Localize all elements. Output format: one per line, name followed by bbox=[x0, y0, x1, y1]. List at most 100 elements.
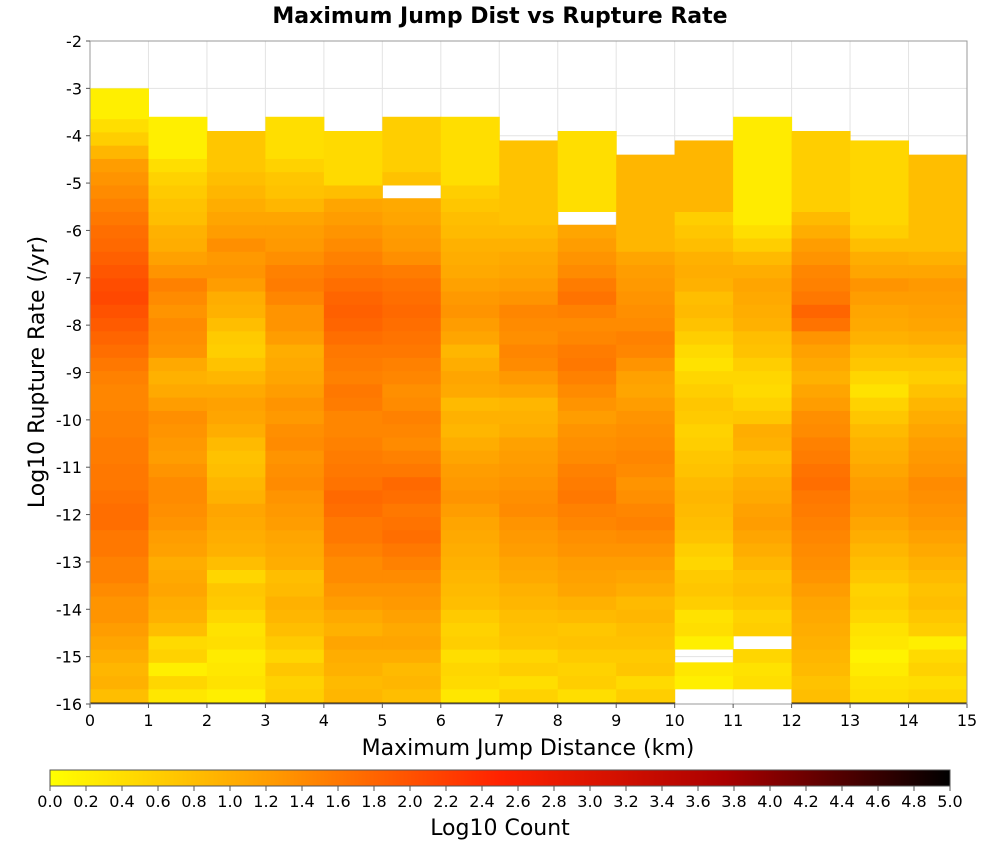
heatmap-cell bbox=[850, 542, 910, 557]
heatmap-cell bbox=[850, 330, 910, 345]
heatmap-cell bbox=[908, 662, 968, 677]
heatmap-cell bbox=[323, 211, 383, 226]
heatmap-cell bbox=[90, 131, 149, 146]
heatmap-cell bbox=[908, 251, 968, 266]
heatmap-cell bbox=[90, 158, 149, 173]
heatmap-cell bbox=[265, 264, 325, 279]
heatmap-cell bbox=[90, 370, 149, 385]
heatmap-cell bbox=[499, 463, 559, 478]
heatmap-cell bbox=[440, 304, 500, 319]
heatmap-cell bbox=[206, 582, 266, 597]
colorbar-tick-label: 3.6 bbox=[685, 792, 710, 811]
heatmap-cell bbox=[557, 277, 617, 292]
heatmap-cell bbox=[557, 317, 617, 332]
heatmap-cell bbox=[499, 622, 559, 637]
heatmap-cell bbox=[850, 635, 910, 650]
heatmap-cell bbox=[499, 582, 559, 597]
heatmap-cell bbox=[90, 423, 149, 438]
colorbar-tick-label: 1.2 bbox=[253, 792, 278, 811]
x-tick-label: 10 bbox=[664, 711, 684, 730]
y-tick-label: -12 bbox=[56, 506, 82, 525]
heatmap-cell bbox=[674, 569, 734, 584]
heatmap-cell bbox=[265, 423, 325, 438]
heatmap-cell bbox=[616, 264, 676, 279]
heatmap-cell bbox=[90, 330, 149, 345]
colorbar-tick-label: 3.8 bbox=[721, 792, 746, 811]
heatmap-cell bbox=[90, 251, 149, 266]
heatmap-cell bbox=[557, 688, 617, 703]
heatmap-cell bbox=[265, 251, 325, 266]
y-axis-label: Log10 Rupture Rate (/yr) bbox=[25, 236, 50, 508]
heatmap-cell bbox=[323, 596, 383, 610]
heatmap-cell bbox=[616, 450, 676, 464]
heatmap-cell bbox=[265, 609, 325, 624]
heatmap-cell bbox=[674, 662, 734, 677]
heatmap-cell bbox=[791, 516, 851, 531]
colorbar-tick-label: 0.4 bbox=[109, 792, 134, 811]
heatmap-cell bbox=[674, 622, 734, 637]
heatmap-cell bbox=[440, 662, 500, 677]
heatmap-cell bbox=[791, 397, 851, 411]
heatmap-cell bbox=[499, 635, 559, 650]
heatmap-cell bbox=[382, 662, 442, 677]
heatmap-cell bbox=[616, 383, 676, 398]
heatmap-cell bbox=[499, 436, 559, 451]
heatmap-cell bbox=[148, 184, 208, 199]
heatmap-cell bbox=[440, 622, 500, 637]
heatmap-cell bbox=[850, 238, 910, 252]
colorbar-tick-label: 1.0 bbox=[217, 792, 242, 811]
heatmap-cell bbox=[440, 529, 500, 544]
x-tick-label: 11 bbox=[723, 711, 743, 730]
heatmap-cell bbox=[499, 140, 559, 226]
heatmap-cell bbox=[206, 649, 266, 663]
heatmap-cell bbox=[616, 662, 676, 677]
heatmap-cell bbox=[382, 198, 442, 212]
heatmap-cell bbox=[733, 582, 793, 597]
heatmap-cell bbox=[791, 702, 851, 705]
heatmap-cell bbox=[908, 330, 968, 345]
colorbar-tick-label: 0.2 bbox=[73, 792, 98, 811]
heatmap-cell bbox=[323, 675, 383, 690]
heatmap-cell bbox=[323, 463, 383, 478]
heatmap-cell bbox=[265, 516, 325, 531]
heatmap-cell bbox=[382, 569, 442, 584]
heatmap-cell bbox=[323, 556, 383, 571]
heatmap-cell bbox=[616, 516, 676, 531]
heatmap-cell bbox=[206, 635, 266, 650]
heatmap-cell bbox=[440, 317, 500, 332]
heatmap-cell bbox=[616, 277, 676, 292]
heatmap-cell bbox=[557, 622, 617, 637]
heatmap-cell bbox=[850, 516, 910, 531]
heatmap-cell bbox=[791, 224, 851, 239]
heatmap-cell bbox=[791, 649, 851, 663]
colorbar-tick-label: 4.4 bbox=[829, 792, 854, 811]
heatmap-cell bbox=[557, 291, 617, 305]
heatmap-cell bbox=[90, 436, 149, 451]
x-tick-label: 2 bbox=[202, 711, 212, 730]
heatmap-cell bbox=[791, 450, 851, 464]
heatmap-cell bbox=[557, 436, 617, 451]
heatmap-cell bbox=[90, 224, 149, 239]
heatmap-cell bbox=[206, 489, 266, 504]
heatmap-cell bbox=[148, 383, 208, 398]
heatmap-cell bbox=[791, 383, 851, 398]
heatmap-cell bbox=[674, 264, 734, 279]
heatmap-cell bbox=[674, 556, 734, 571]
heatmap-cell bbox=[850, 622, 910, 637]
heatmap-cell bbox=[733, 423, 793, 438]
heatmap-cell bbox=[557, 649, 617, 663]
heatmap-cell bbox=[616, 649, 676, 663]
heatmap-cell bbox=[206, 330, 266, 345]
heatmap-cell bbox=[557, 423, 617, 438]
heatmap-cell bbox=[616, 489, 676, 504]
heatmap-cell bbox=[908, 649, 968, 663]
heatmap-cell bbox=[499, 516, 559, 531]
heatmap-cell bbox=[557, 450, 617, 464]
x-tick-label: 12 bbox=[781, 711, 801, 730]
heatmap-cell bbox=[557, 596, 617, 610]
heatmap-cell bbox=[148, 264, 208, 279]
heatmap-cell bbox=[499, 529, 559, 544]
y-tick-label: -15 bbox=[56, 648, 82, 667]
heatmap-cell bbox=[265, 529, 325, 544]
heatmap-cell bbox=[265, 211, 325, 226]
